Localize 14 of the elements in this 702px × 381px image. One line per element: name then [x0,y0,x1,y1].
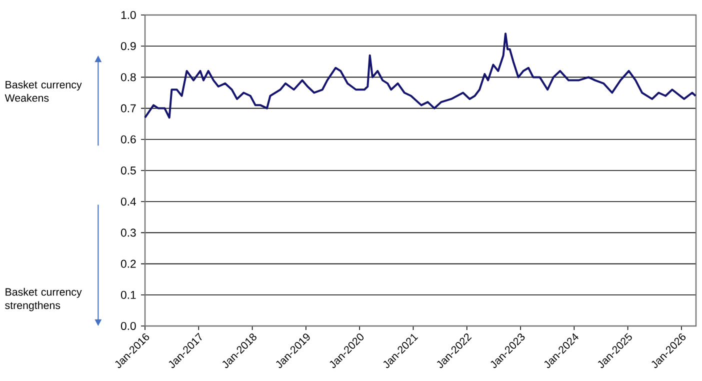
text: Basket currency strengthens [5,288,82,312]
text: Basket currency Weakens [4,80,82,102]
y-tick-label: 0.7 [120,104,136,112]
y-tick-label: 0.1 [120,290,136,299]
y-tick-label: 1.0 [121,10,136,19]
y-tick-label: 0.3 [120,228,136,237]
y-tick-label: 0.0 [120,322,136,330]
y-tick-label: 0.4 [120,198,136,206]
y-tick-label: 0.5 [120,166,136,174]
y-tick-label: 0.9 [120,42,136,50]
y-tick-label: 0.2 [120,260,136,268]
y-tick-label: 0.6 [120,135,136,144]
y-tick-label: 0.8 [120,73,136,82]
line-series [144,32,697,119]
